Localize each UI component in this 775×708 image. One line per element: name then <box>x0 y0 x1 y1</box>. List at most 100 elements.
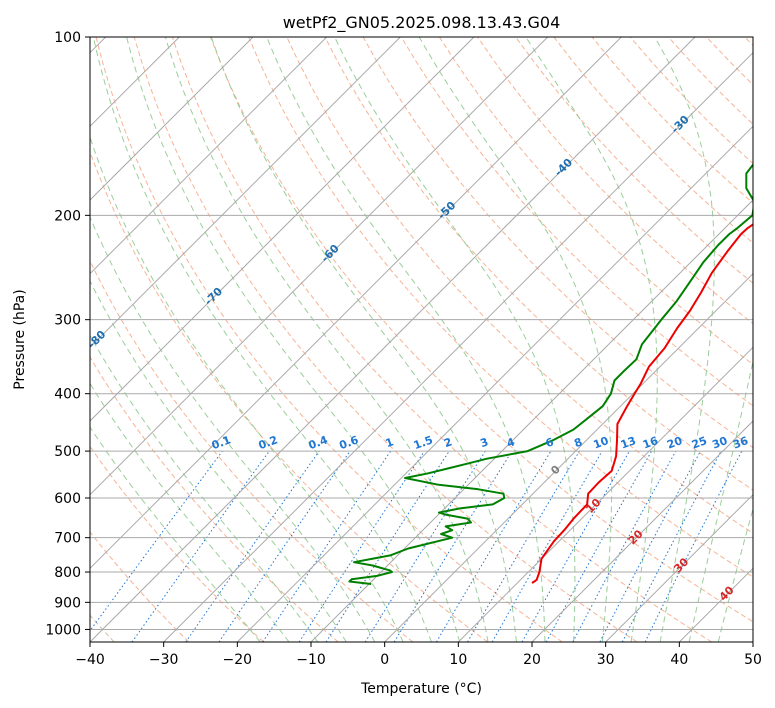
moist-adiabat-line <box>334 37 576 642</box>
mixing-ratio-line <box>325 450 450 642</box>
isotherm-line <box>457 346 753 642</box>
isotherm-line <box>163 51 753 642</box>
dry-adiabat-line <box>210 37 753 623</box>
x-tick-label: −30 <box>149 652 179 668</box>
moist-adiabat-line <box>90 426 261 642</box>
isotherm-line <box>90 37 254 201</box>
mixing-ratio-line <box>262 450 392 642</box>
dry-adiabat-line <box>95 37 563 642</box>
mixing-ratio-label: 0.4 <box>307 433 330 452</box>
y-tick-label: 200 <box>54 208 81 224</box>
mixing-ratio-label: 25 <box>690 434 709 451</box>
isotherm-line <box>90 37 696 642</box>
mixing-ratio-label: 0.1 <box>210 433 233 452</box>
isotherm-line <box>90 37 622 570</box>
moist-adiabat-line <box>90 334 319 642</box>
mixing-ratio-label: 3 <box>478 435 490 450</box>
mixing-ratio-label: 16 <box>641 434 660 452</box>
isotherm-line <box>90 37 328 275</box>
x-tick-label: −10 <box>296 652 326 668</box>
x-tick-label: 10 <box>449 652 467 668</box>
mixing-ratio-lines <box>90 450 743 642</box>
mixing-ratio-line <box>218 450 351 642</box>
y-tick-label: 1000 <box>45 622 81 638</box>
y-tick-label: 900 <box>54 595 81 611</box>
dry-adiabat-line <box>438 37 753 366</box>
x-tick-label: −40 <box>75 652 105 668</box>
y-tick-label: 800 <box>54 565 81 581</box>
dry-adiabat-line <box>133 37 638 642</box>
mixing-ratio-line <box>185 450 320 642</box>
y-tick-label: 400 <box>54 387 81 403</box>
mixing-ratio-label: 0.2 <box>257 433 280 452</box>
mixing-ratio-label: 2 <box>442 435 454 450</box>
mixing-ratio-line <box>644 450 743 642</box>
x-axis: −40 −30 −20 −10 0 10 20 30 40 50 <box>75 642 762 668</box>
isotherm-line <box>310 199 753 642</box>
mixing-ratio-label: 30 <box>710 434 729 452</box>
mixing-ratio-line <box>393 450 513 642</box>
plot-frame <box>89 36 754 643</box>
isotherm-line <box>236 125 753 642</box>
y-tick-label: 600 <box>54 491 81 507</box>
dry-adiabat-line <box>90 150 488 642</box>
dry-adiabat-line <box>515 37 753 284</box>
dry-adiabat-line <box>90 445 264 642</box>
dry-adiabat-line <box>90 356 339 642</box>
x-tick-label: 40 <box>670 652 688 668</box>
dry-adiabat-line <box>171 37 712 642</box>
y-tick-label: 300 <box>54 313 81 329</box>
y-tick-label: 700 <box>54 531 81 547</box>
y-tick-label: 100 <box>54 30 81 46</box>
mixing-ratio-label: 4 <box>505 435 517 450</box>
moist-adiabat-line <box>525 37 658 642</box>
moist-adiabat-line <box>90 215 376 642</box>
mixing-ratio-label: 20 <box>665 434 684 452</box>
moist-adiabat-line <box>717 506 753 642</box>
mixing-ratio-label: 36 <box>731 434 750 452</box>
isotherm-line <box>384 272 753 642</box>
dry-adiabat-line <box>90 531 190 642</box>
mixing-ratio-line <box>545 450 653 642</box>
dewpoint-profile <box>348 163 753 585</box>
y-axis: 100 200 300 400 500 600 700 800 900 1000 <box>45 30 90 638</box>
sounding-profiles <box>348 163 753 585</box>
moist-adiabat-line <box>164 37 489 642</box>
mixing-ratio-line <box>572 450 677 642</box>
moist-adiabat-line <box>92 37 432 642</box>
isotherm-line <box>605 493 753 642</box>
x-axis-title: Temperature (°C) <box>360 681 482 697</box>
pressure-gridlines <box>90 37 753 630</box>
mixing-ratio-line <box>298 450 425 642</box>
mixing-ratio-line <box>90 450 223 632</box>
temperature-profile <box>531 223 753 584</box>
x-tick-label: 0 <box>380 652 389 668</box>
moist-adiabat-line <box>688 358 753 642</box>
mixing-ratio-label: 8 <box>572 435 584 450</box>
y-tick-label: 500 <box>54 444 81 460</box>
mixing-ratio-line <box>131 450 270 642</box>
x-tick-label: 30 <box>597 652 615 668</box>
mixing-ratio-label: 1 <box>384 435 396 450</box>
mixing-ratio-label: 10 <box>592 434 611 452</box>
isotherm-line <box>90 37 475 422</box>
dry-adiabat-line <box>400 37 753 407</box>
moist-adiabat-line <box>90 135 404 642</box>
mixing-ratio-label: 0.6 <box>338 433 361 452</box>
moist-adiabat-line <box>654 37 715 642</box>
mixing-ratio-label: 13 <box>619 434 638 451</box>
mixing-ratio-label: 1.5 <box>412 433 435 452</box>
moist-adiabat-line <box>418 37 613 642</box>
isotherm-line <box>90 37 401 349</box>
mixing-ratio-label: 6 <box>544 435 556 450</box>
moist-adiabat-line <box>266 37 546 642</box>
x-tick-label: −20 <box>223 652 253 668</box>
y-axis-title: Pressure (hPa) <box>12 289 28 389</box>
mixing-ratio-line <box>521 450 630 642</box>
dry-adiabat-line <box>324 37 753 491</box>
moist-adiabat-line <box>90 382 290 642</box>
isotherms <box>90 37 753 642</box>
isotherm-line <box>531 420 753 642</box>
